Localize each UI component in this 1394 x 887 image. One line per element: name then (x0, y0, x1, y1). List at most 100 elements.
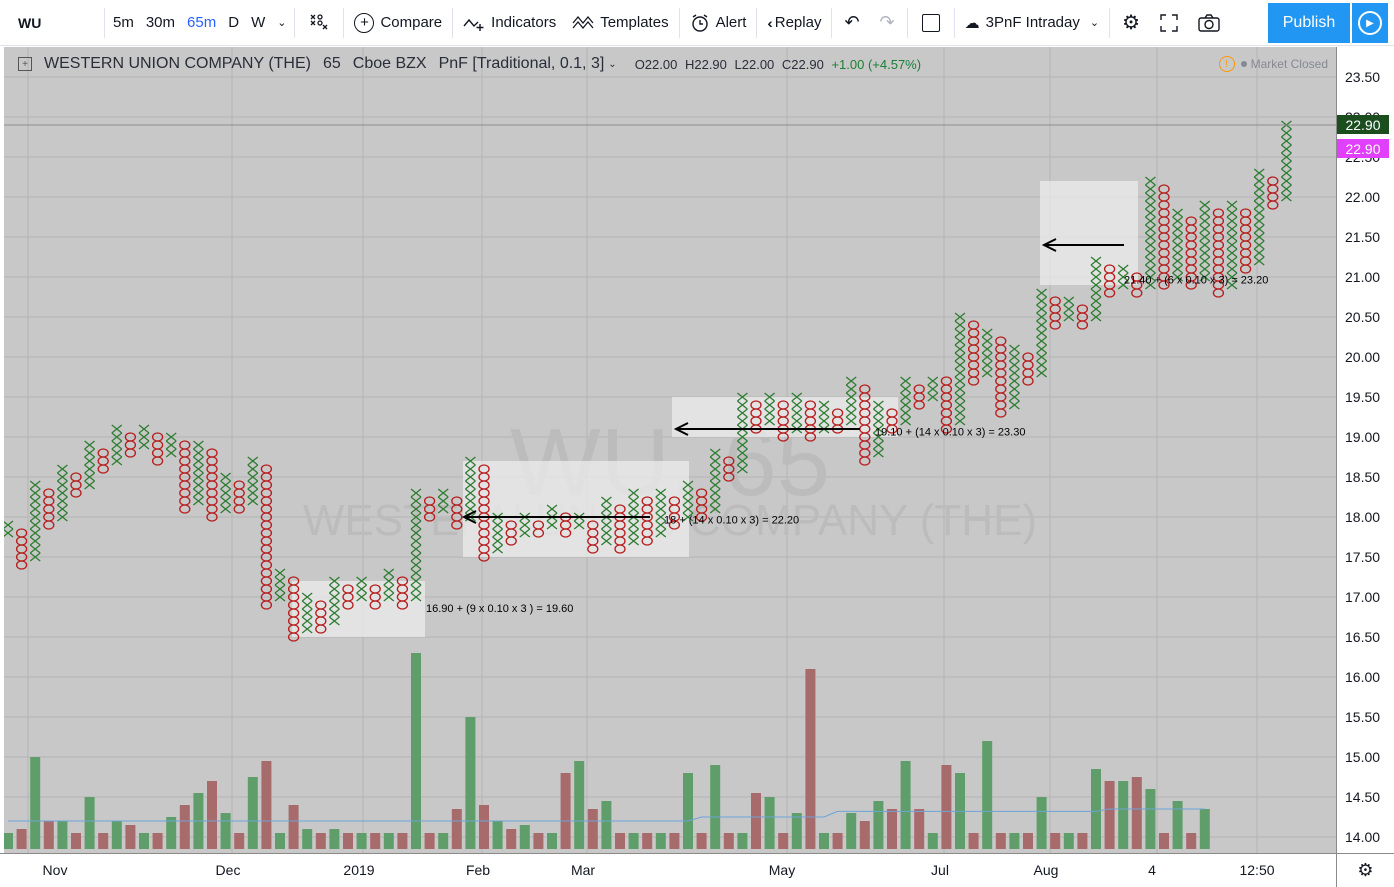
pnf-x-mark (1008, 368, 1020, 378)
pnf-o-mark (97, 456, 109, 466)
pnf-o-mark (151, 448, 164, 458)
indicators-button[interactable]: Indicators (455, 0, 564, 46)
pnf-x-mark (1253, 256, 1265, 266)
axis-settings-button[interactable]: ⚙ (1336, 853, 1394, 887)
chart-type-button[interactable] (297, 0, 341, 46)
volume-bar (84, 797, 95, 849)
pnf-x-mark (845, 376, 857, 386)
pnf-x-mark (1172, 208, 1184, 218)
volume-bar (751, 793, 761, 849)
symbol-search-button[interactable]: WU (0, 0, 102, 46)
pnf-x-mark (954, 312, 966, 322)
alert-button[interactable]: Alert (682, 0, 755, 46)
volume-bar (805, 669, 816, 849)
collapse-legend-icon[interactable]: + (18, 57, 32, 71)
pnf-o-mark (1239, 248, 1252, 258)
pnf-o-mark (967, 344, 980, 354)
pnf-x-mark (410, 552, 422, 562)
pnf-o-column (1212, 208, 1225, 298)
pnf-x-mark (192, 496, 204, 506)
pnf-x-mark (764, 408, 776, 418)
market-status[interactable]: ! Market Closed (1218, 56, 1328, 72)
interval-5m-button[interactable]: 5m (113, 14, 134, 31)
pnf-o-mark (1239, 216, 1252, 226)
fullscreen-button[interactable] (1150, 0, 1188, 46)
pnf-x-mark (84, 448, 96, 458)
pnf-x-mark (410, 544, 422, 554)
pnf-o-column (179, 440, 191, 514)
pnf-x-column (29, 480, 41, 562)
pnf-o-mark (260, 488, 273, 498)
pnf-o-mark (233, 496, 245, 506)
pnf-x-mark (464, 496, 476, 506)
price-axis-label: 17.00 (1345, 589, 1381, 605)
pnf-o-column (70, 472, 82, 498)
templates-button[interactable]: Templates (564, 0, 676, 46)
pnf-o-mark (804, 400, 817, 410)
volume-bar (1023, 833, 1033, 849)
pnf-x-mark (954, 384, 966, 394)
time-axis[interactable]: Nov Dec 2019 Feb Mar May Jul Aug 4 12:50 (0, 853, 1336, 887)
pnf-o-column (1158, 184, 1170, 290)
volume-bar (519, 825, 530, 849)
pnf-x-mark (464, 488, 476, 498)
price-axis-label: 22.00 (1345, 189, 1381, 205)
volume-bar (451, 809, 462, 849)
pnf-x-mark (845, 408, 857, 418)
undo-button[interactable]: ↶ (834, 0, 869, 46)
pnf-o-mark (505, 520, 517, 530)
pnf-x-mark (111, 424, 123, 434)
interval-dropdown-button[interactable]: ⌄ (271, 0, 292, 46)
screenshot-button[interactable] (1188, 0, 1230, 46)
pnf-x-mark (736, 392, 748, 402)
volume-bar (1063, 833, 1074, 849)
redo-button[interactable]: ↷ (870, 0, 905, 46)
volume-bar (1009, 833, 1020, 849)
pnf-x-mark (954, 328, 966, 338)
settings-button[interactable]: ⚙ (1112, 0, 1150, 46)
pnf-x-mark (1144, 208, 1156, 218)
pnf-x-mark (1144, 176, 1156, 186)
interval-30m-button[interactable]: 30m (145, 14, 176, 31)
pnf-o-mark (1076, 304, 1089, 314)
legend-chart-type[interactable]: PnF [Traditional, 0.1, 3] (438, 55, 605, 72)
pnf-x-mark (954, 408, 966, 418)
legend-title[interactable]: WESTERN UNION COMPANY (THE) (44, 55, 311, 72)
publish-button[interactable]: Publish (1268, 3, 1350, 43)
compare-button[interactable]: + Compare (346, 0, 450, 46)
pnf-o-mark (1103, 288, 1116, 298)
pnf-x-mark (301, 592, 313, 602)
divider (953, 7, 955, 38)
pnf-x-mark (1172, 248, 1184, 258)
legend-exchange: Cboe BZX (352, 55, 427, 72)
price-axis[interactable]: 23.5023.0022.5022.0021.5021.0020.5020.00… (1336, 47, 1394, 853)
interval-w-button[interactable]: W (251, 14, 266, 31)
replay-button[interactable]: ‹‹ Replay (759, 0, 829, 46)
layout-menu-button[interactable]: ☁ 3PnF Intraday ⌄ (957, 0, 1107, 46)
pnf-o-mark (260, 600, 273, 610)
pnf-x-column (165, 432, 177, 458)
pnf-x-mark (56, 480, 68, 490)
pnf-x-mark (872, 424, 884, 434)
pnf-o-column (1267, 176, 1279, 210)
divider (104, 7, 105, 38)
pnf-o-column (478, 464, 490, 562)
pnf-o-column (15, 528, 28, 570)
fullscreen-layout-button[interactable] (910, 0, 952, 46)
time-axis-label: 12:50 (1239, 862, 1275, 878)
pnf-x-mark (1172, 272, 1184, 282)
interval-65m-button[interactable]: 65m (187, 14, 217, 31)
pnf-x-mark (682, 496, 694, 506)
compare-label: Compare (380, 14, 443, 31)
volume-bar (71, 833, 81, 849)
interval-d-button[interactable]: D (228, 14, 240, 31)
play-button[interactable]: ▶ (1352, 3, 1388, 43)
pnf-x-mark (954, 416, 966, 426)
pnf-x-column (111, 424, 123, 466)
pnf-x-mark (1036, 352, 1048, 362)
volume-bar (179, 805, 190, 849)
chevron-down-icon[interactable]: ⌄ (608, 58, 617, 70)
pnf-o-column (206, 448, 218, 522)
